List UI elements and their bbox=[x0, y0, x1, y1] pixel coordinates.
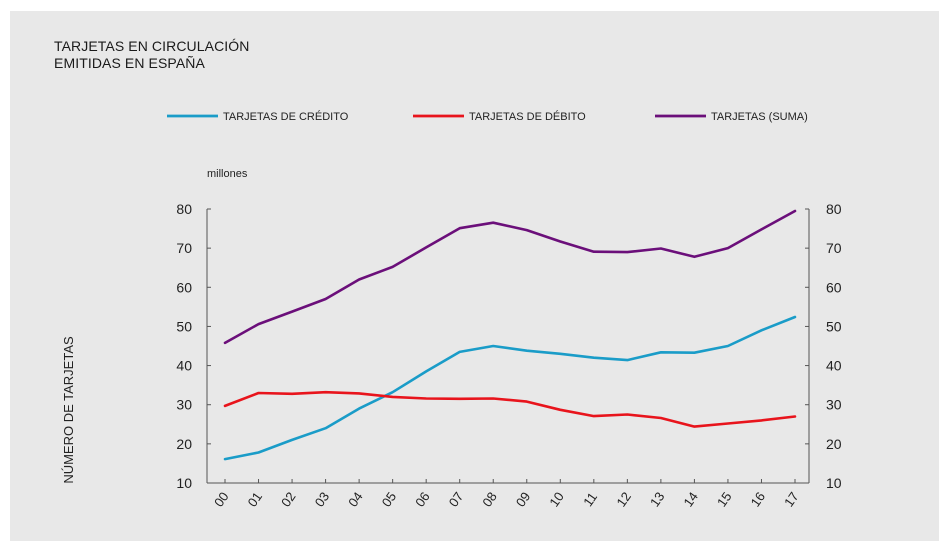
x-tick-label: 06 bbox=[412, 489, 433, 509]
series-line-2 bbox=[223, 390, 797, 428]
y-tick-label-right: 10 bbox=[826, 475, 842, 491]
series-line-3 bbox=[223, 209, 797, 345]
y-tick-label-left: 30 bbox=[176, 397, 192, 413]
x-tick-label: 13 bbox=[647, 489, 668, 509]
x-tick-label: 12 bbox=[613, 489, 634, 509]
y-tick-label-left: 50 bbox=[176, 318, 192, 334]
x-tick-label: 01 bbox=[245, 489, 266, 509]
x-tick-label: 00 bbox=[211, 489, 232, 509]
y-tick-label-left: 70 bbox=[176, 240, 192, 256]
legend: TARJETAS DE CRÉDITO TARJETAS DE DÉBITO TAR… bbox=[167, 110, 808, 123]
unit-label: millones bbox=[207, 168, 248, 180]
x-tick-label: 04 bbox=[345, 489, 366, 509]
x-tick-label: 09 bbox=[513, 489, 534, 509]
y-tick-label-left: 10 bbox=[176, 475, 192, 491]
y-axis-label: NÚMERO DE TARJETAS bbox=[61, 336, 76, 484]
x-tick-label: 15 bbox=[714, 489, 735, 509]
chart-title-line-1: TARJETAS EN CIRCULACIÓN bbox=[54, 38, 250, 54]
legend-label-3: TARJETAS (SUMA) bbox=[711, 111, 808, 123]
x-tick-label: 11 bbox=[580, 490, 600, 510]
y-tick-label-left: 80 bbox=[176, 201, 192, 217]
x-tick-label: 10 bbox=[546, 489, 567, 509]
series-line-1 bbox=[223, 315, 797, 461]
legend-label-1: TARJETAS DE CRÉDITO bbox=[223, 110, 349, 123]
x-tick-label: 17 bbox=[781, 489, 802, 509]
axes: 10 10 20 20 30 30 40 40 50 50 60 60 70 70 80 80 00 01 02 03… bbox=[176, 201, 841, 510]
x-tick-label: 14 bbox=[680, 489, 701, 509]
x-tick-label: 03 bbox=[312, 489, 333, 509]
y-tick-label-right: 80 bbox=[826, 201, 842, 217]
y-tick-label-left: 40 bbox=[176, 358, 192, 374]
y-tick-label-right: 70 bbox=[826, 240, 842, 256]
y-tick-label-right: 40 bbox=[826, 358, 842, 374]
y-tick-label-left: 60 bbox=[176, 279, 192, 295]
x-tick-label: 02 bbox=[278, 489, 299, 509]
y-tick-label-right: 50 bbox=[826, 318, 842, 334]
legend-label-2: TARJETAS DE DÉBITO bbox=[469, 110, 586, 123]
chart-panel bbox=[10, 11, 939, 541]
y-tick-label-right: 20 bbox=[826, 436, 842, 452]
y-tick-label-left: 20 bbox=[176, 436, 192, 452]
x-tick-label: 07 bbox=[446, 489, 467, 509]
y-tick-label-right: 60 bbox=[826, 279, 842, 295]
x-tick-label: 05 bbox=[379, 489, 400, 509]
y-tick-label-right: 30 bbox=[826, 397, 842, 413]
x-tick-label: 16 bbox=[747, 489, 768, 509]
chart-title-line-2: EMITIDAS EN ESPAÑA bbox=[54, 55, 205, 71]
x-tick-label: 08 bbox=[479, 489, 500, 509]
series-lines bbox=[223, 209, 797, 461]
